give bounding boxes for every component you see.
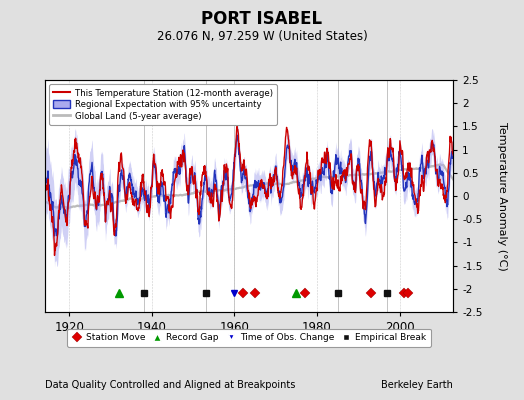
Text: PORT ISABEL: PORT ISABEL	[201, 10, 323, 28]
Text: 26.076 N, 97.259 W (United States): 26.076 N, 97.259 W (United States)	[157, 30, 367, 43]
Text: Data Quality Controlled and Aligned at Breakpoints: Data Quality Controlled and Aligned at B…	[45, 380, 295, 390]
Legend: This Temperature Station (12-month average), Regional Expectation with 95% uncer: This Temperature Station (12-month avera…	[49, 84, 277, 125]
Text: Berkeley Earth: Berkeley Earth	[381, 380, 453, 390]
Y-axis label: Temperature Anomaly (°C): Temperature Anomaly (°C)	[497, 122, 507, 270]
Legend: Station Move, Record Gap, Time of Obs. Change, Empirical Break: Station Move, Record Gap, Time of Obs. C…	[67, 328, 431, 346]
